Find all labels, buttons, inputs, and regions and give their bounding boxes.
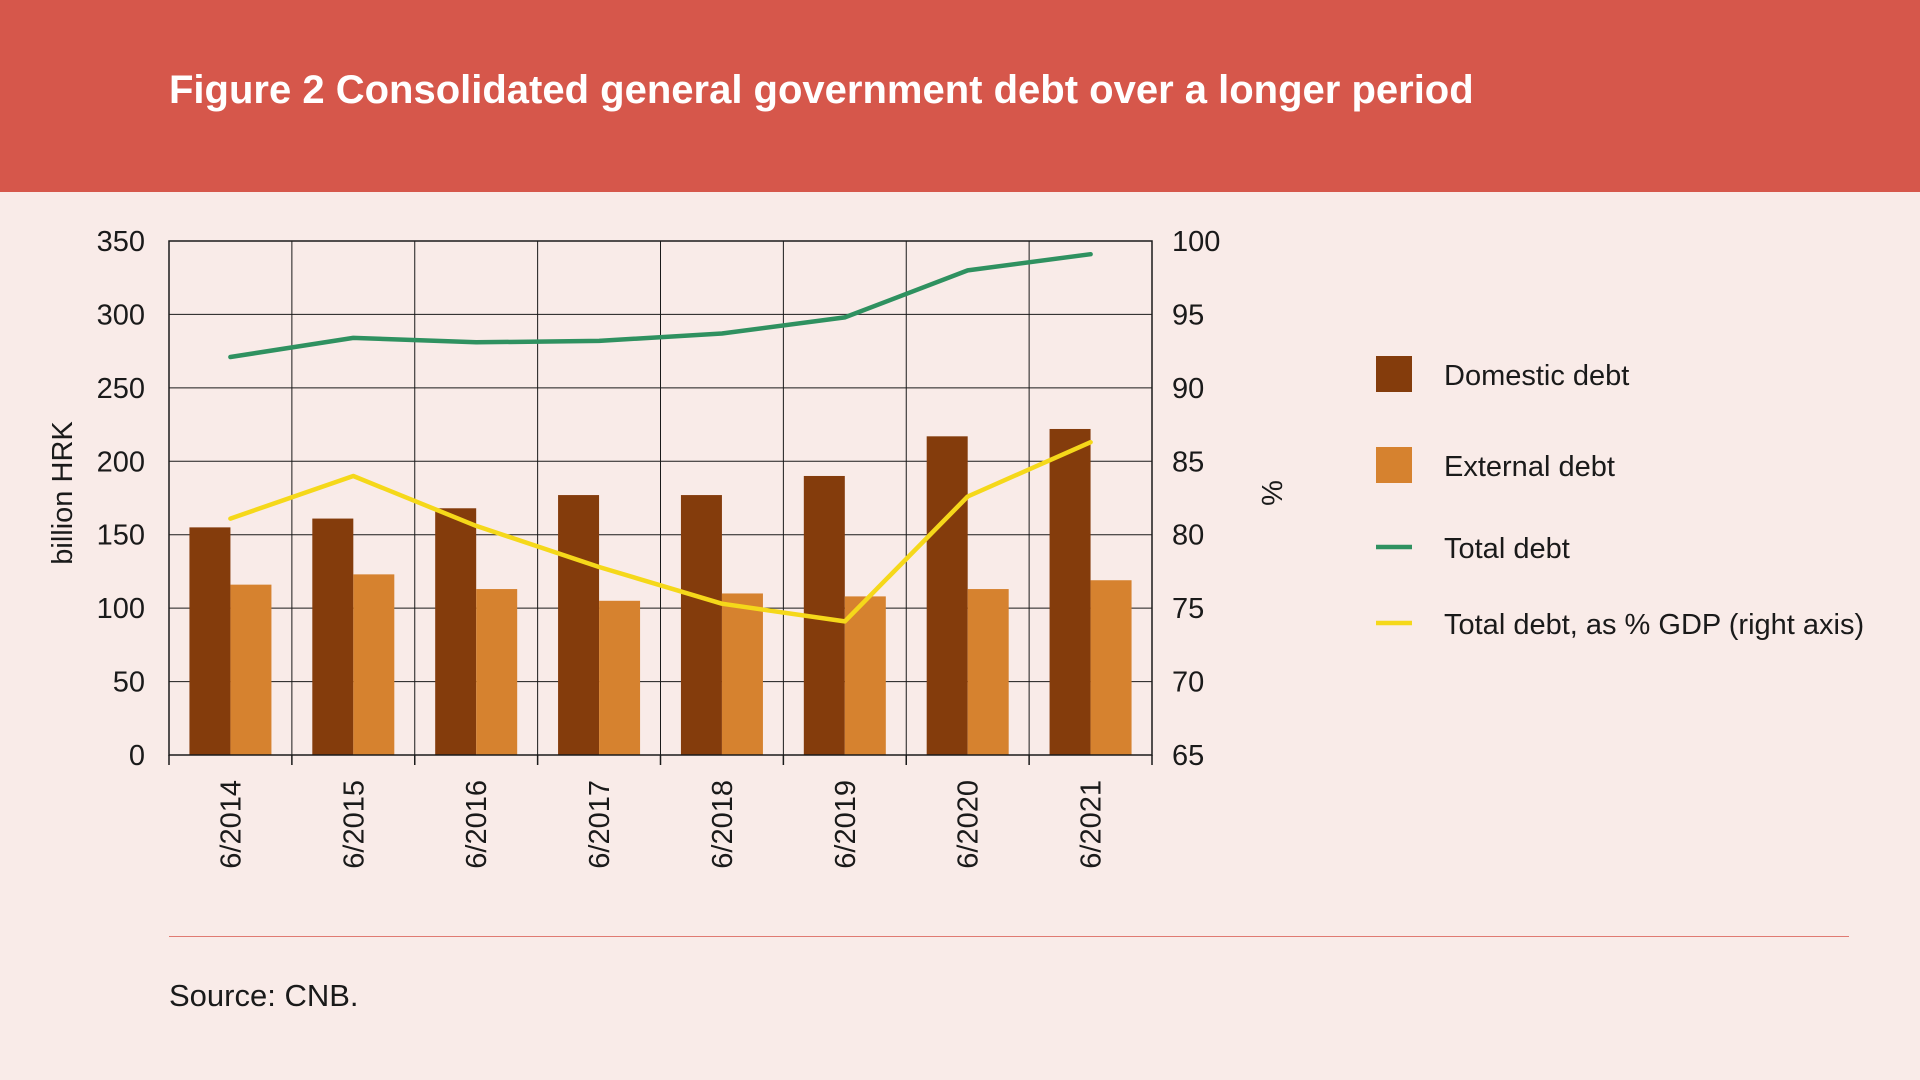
legend-external-debt-label: External debt <box>1444 451 1615 483</box>
bar-domestic-debt <box>312 518 354 755</box>
y2-tick-label: 95 <box>1172 299 1204 331</box>
legend-external-debt-swatch <box>1376 447 1412 483</box>
bar-external-debt <box>721 593 763 755</box>
line-group <box>228 251 1093 624</box>
bar-domestic-debt <box>558 495 600 755</box>
legend-domestic-debt-swatch <box>1376 356 1412 392</box>
plot-frame <box>168 240 1153 765</box>
bar-external-debt <box>599 600 641 755</box>
x-tick-label: 6/2016 <box>461 780 493 869</box>
bar-group <box>189 428 1132 755</box>
y-tick-label: 200 <box>97 446 145 478</box>
bar-domestic-debt <box>680 495 722 755</box>
bar-domestic-debt <box>435 508 477 755</box>
x-tick-label: 6/2018 <box>707 780 739 869</box>
y2-tick-label: 75 <box>1172 593 1204 625</box>
x-tick-label: 6/2019 <box>830 780 862 869</box>
header-banner <box>0 0 1920 192</box>
y2-axis-label: % <box>1255 480 1287 506</box>
y2-tick-label: 90 <box>1172 373 1204 405</box>
y-tick-label: 100 <box>97 593 145 625</box>
tick-labels: 0 50 100 150 200 250 300 350 65 70 75 80 85 90 95 100 6/… <box>97 226 1221 869</box>
y-tick-label: 50 <box>113 667 145 699</box>
legend-domestic-debt-label: Domestic debt <box>1444 360 1629 392</box>
bar-external-debt <box>476 589 518 755</box>
y-tick-label: 150 <box>97 520 145 552</box>
y2-tick-label: 85 <box>1172 446 1204 478</box>
source-note: Source: CNB. <box>169 978 359 1013</box>
y-tick-label: 300 <box>97 299 145 331</box>
y-axis-label: billion HRK <box>47 421 79 565</box>
legend-total-debt-pct-gdp-label: Total debt, as % GDP (right axis) <box>1444 609 1864 641</box>
bar-domestic-debt <box>1049 428 1091 755</box>
y2-tick-label: 100 <box>1172 226 1220 258</box>
legend-total-debt-label: Total debt <box>1444 533 1570 565</box>
bar-external-debt <box>844 596 886 755</box>
y2-tick-label: 80 <box>1172 520 1204 552</box>
x-tick-label: 6/2020 <box>953 780 985 869</box>
y-tick-label: 250 <box>97 373 145 405</box>
bar-external-debt <box>967 589 1009 755</box>
line-total-debt-pct-gdp <box>228 439 1093 624</box>
x-tick-label: 6/2015 <box>338 780 370 869</box>
y2-tick-label: 65 <box>1172 740 1204 772</box>
footer-divider <box>169 936 1849 937</box>
x-tick-label: 6/2021 <box>1076 780 1108 869</box>
line-total-debt <box>228 251 1093 360</box>
y-tick-label: 0 <box>129 740 145 772</box>
x-tick-label: 6/2014 <box>215 780 247 869</box>
bar-external-debt <box>1090 580 1132 755</box>
bar-external-debt <box>353 574 395 755</box>
y-tick-label: 350 <box>97 226 145 258</box>
y2-tick-label: 70 <box>1172 667 1204 699</box>
page-title: Figure 2 Consolidated general government… <box>169 68 1474 112</box>
bar-domestic-debt <box>926 436 968 755</box>
bar-external-debt <box>230 584 272 755</box>
x-tick-label: 6/2017 <box>584 780 616 869</box>
legend: Domestic debt External debt Total debt Tota… <box>1376 356 1864 641</box>
bar-domestic-debt <box>189 527 231 755</box>
